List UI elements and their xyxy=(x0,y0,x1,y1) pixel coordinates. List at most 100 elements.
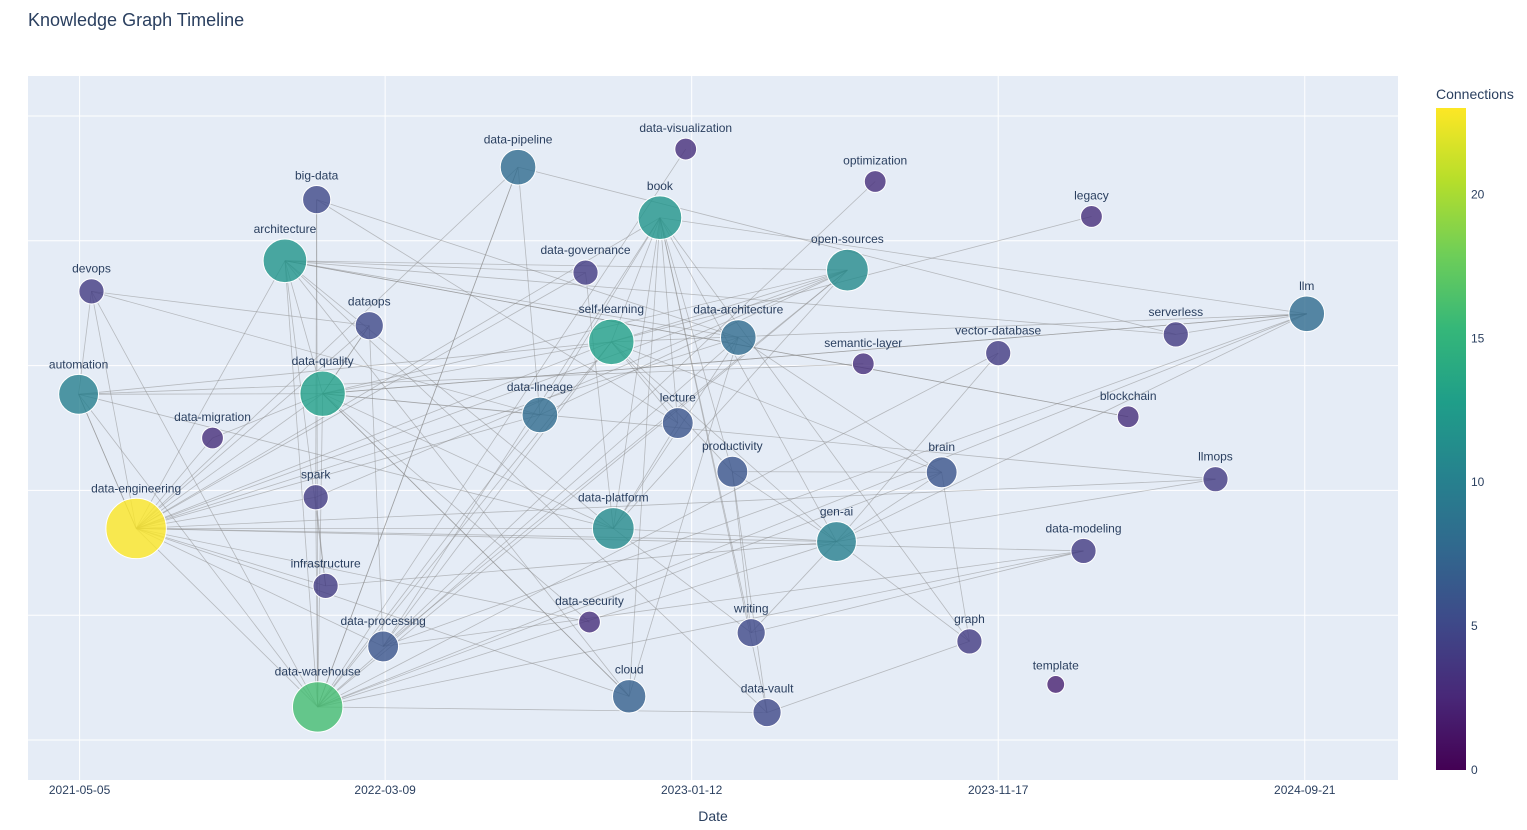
node-data-vault[interactable] xyxy=(752,697,782,728)
edge-data-engineering-data-architecture xyxy=(136,337,739,529)
node-data-engineering[interactable] xyxy=(105,497,167,560)
node-semantic-layer[interactable] xyxy=(851,352,875,376)
node-data-modeling[interactable] xyxy=(1070,537,1097,565)
node-template[interactable] xyxy=(1046,675,1066,694)
edge-llmops-data-quality xyxy=(322,393,1216,480)
node-legacy[interactable] xyxy=(1080,205,1103,228)
edge-book-productivity xyxy=(659,217,733,472)
edge-data-governance-architecture xyxy=(284,260,586,274)
node-label-data-engineering: data-engineering xyxy=(91,481,181,495)
node-labels: template data-visualization optimization le… xyxy=(49,121,1314,695)
node-label-spark: spark xyxy=(301,468,331,482)
edge-big-data-data-architecture xyxy=(316,199,739,338)
node-label-legacy: legacy xyxy=(1074,189,1109,203)
edge-data-engineering-book xyxy=(135,217,661,529)
node-label-dataops: dataops xyxy=(348,295,391,309)
edge-llm-data-processing xyxy=(383,313,1307,647)
node-label-data-architecture: data-architecture xyxy=(693,303,783,317)
colorbar-title: Connections xyxy=(1436,86,1514,102)
node-infrastructure[interactable] xyxy=(312,572,339,599)
node-label-vector-database: vector-database xyxy=(955,324,1041,338)
node-architecture[interactable] xyxy=(262,238,308,284)
x-tick-label: 2024-09-21 xyxy=(1274,783,1336,797)
edge-semantic-layer-automation xyxy=(78,363,864,395)
edge-gen-ai-productivity xyxy=(732,471,837,542)
node-data-processing[interactable] xyxy=(367,630,400,663)
node-label-devops: devops xyxy=(72,262,111,276)
node-data-platform[interactable] xyxy=(591,507,635,550)
edge-writing-data-platform xyxy=(613,528,752,633)
node-data-lineage[interactable] xyxy=(521,396,559,434)
colorbar-tick-label: 0 xyxy=(1471,763,1478,777)
node-label-productivity: productivity xyxy=(702,439,763,453)
x-axis-title: Date xyxy=(698,808,728,824)
node-productivity[interactable] xyxy=(716,455,749,488)
node-data-warehouse[interactable] xyxy=(291,681,344,733)
edge-data-warehouse-data-modeling xyxy=(317,550,1084,708)
edge-data-quality-data-platform xyxy=(322,393,614,529)
node-data-quality[interactable] xyxy=(299,370,346,417)
node-automation[interactable] xyxy=(58,373,100,415)
colorbar-tick-label: 10 xyxy=(1471,475,1485,489)
node-serverless[interactable] xyxy=(1162,321,1189,348)
edge-data-engineering-cloud xyxy=(136,528,630,697)
node-label-gen-ai: gen-ai xyxy=(820,505,853,519)
node-label-infrastructure: infrastructure xyxy=(291,556,361,570)
node-graph[interactable] xyxy=(956,628,983,655)
node-blockchain[interactable] xyxy=(1116,405,1140,429)
node-lecture[interactable] xyxy=(661,407,694,439)
node-data-migration[interactable] xyxy=(201,426,224,450)
grid xyxy=(28,76,1398,780)
edge-spark-data-warehouse xyxy=(315,497,319,707)
edge-book-lecture xyxy=(659,217,679,424)
x-tick-label: 2023-11-17 xyxy=(968,783,1029,797)
node-data-visualization[interactable] xyxy=(674,137,698,161)
node-label-optimization: optimization xyxy=(843,154,907,168)
edge-data-modeling-writing xyxy=(751,550,1084,634)
node-label-data-lineage: data-lineage xyxy=(507,380,573,394)
edge-self-learning-brain xyxy=(611,341,942,473)
node-brain[interactable] xyxy=(925,456,958,489)
node-data-governance[interactable] xyxy=(572,259,599,286)
colorbar-tick-label: 15 xyxy=(1471,331,1485,345)
edge-data-pipeline-data-lineage xyxy=(517,167,541,415)
node-label-big-data: big-data xyxy=(295,169,339,183)
node-open-sources[interactable] xyxy=(826,248,869,292)
colorbar-tick-label: 5 xyxy=(1471,619,1478,633)
edge-architecture-open-sources xyxy=(284,260,848,271)
edge-gen-ai-data-platform xyxy=(613,528,837,542)
node-label-data-processing: data-processing xyxy=(340,614,425,628)
node-dataops[interactable] xyxy=(354,311,384,341)
node-vector-database[interactable] xyxy=(985,340,1012,367)
edge-gen-ai-brain xyxy=(836,471,942,542)
node-data-architecture[interactable] xyxy=(719,319,757,356)
node-data-pipeline[interactable] xyxy=(499,148,537,186)
edge-self-learning-open-sources xyxy=(611,269,848,343)
edge-data-warehouse-data-quality xyxy=(317,393,324,707)
node-label-llm: llm xyxy=(1299,279,1314,293)
node-data-security[interactable] xyxy=(578,610,601,634)
node-cloud[interactable] xyxy=(612,679,647,714)
node-writing[interactable] xyxy=(736,618,766,648)
edge-book-data-lineage xyxy=(539,217,661,416)
edge-data-warehouse-devops xyxy=(91,291,319,708)
edge-data-warehouse-llm xyxy=(317,313,1307,708)
node-big-data[interactable] xyxy=(302,185,332,215)
node-gen-ai[interactable] xyxy=(816,521,857,562)
node-spark[interactable] xyxy=(302,484,329,511)
node-book[interactable] xyxy=(637,195,683,241)
edge-llm-serverless xyxy=(1175,313,1307,335)
edge-data-warehouse-brain xyxy=(317,471,942,708)
node-self-learning[interactable] xyxy=(588,318,635,366)
node-llm[interactable] xyxy=(1288,295,1326,333)
node-optimization[interactable] xyxy=(863,170,887,193)
edge-self-learning-gen-ai xyxy=(611,341,837,542)
node-llmops[interactable] xyxy=(1202,466,1229,493)
node-label-book: book xyxy=(647,179,674,193)
node-label-serverless: serverless xyxy=(1148,305,1203,319)
node-devops[interactable] xyxy=(78,278,105,305)
node-label-llmops: llmops xyxy=(1198,450,1233,464)
edge-blockchain-architecture xyxy=(284,260,1129,418)
colorbar-gradient xyxy=(1436,108,1466,770)
